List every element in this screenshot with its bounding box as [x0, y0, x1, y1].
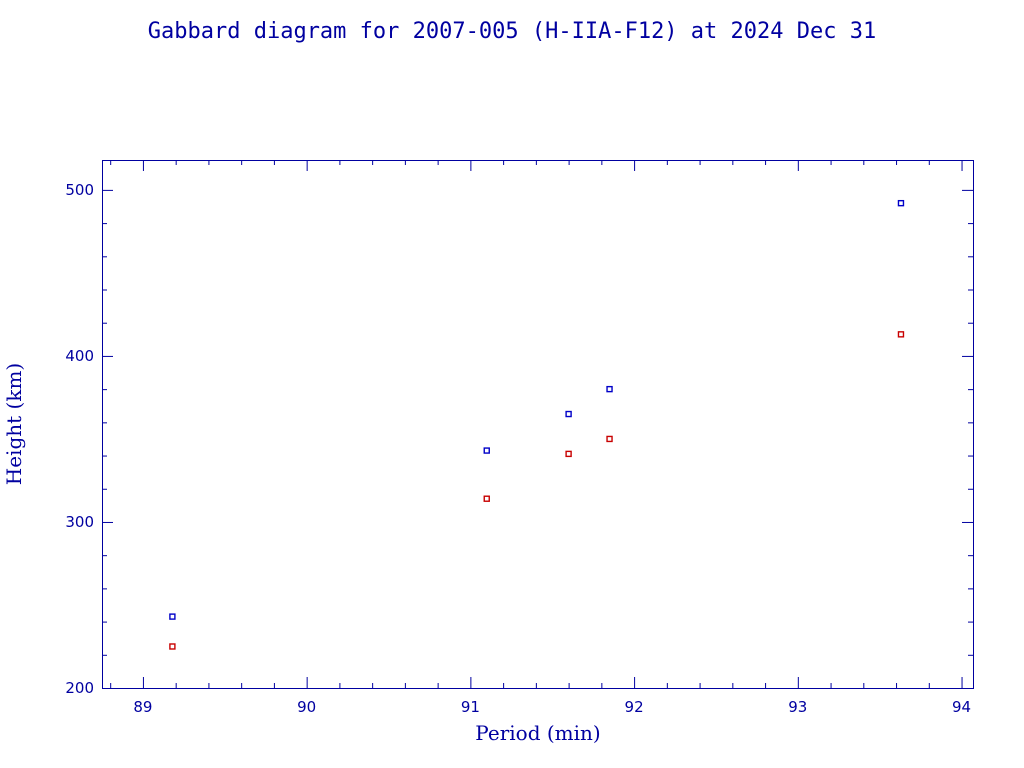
x-tick-label: 91: [461, 698, 480, 716]
apogee-point: [483, 447, 490, 454]
perigee-point: [483, 495, 490, 502]
apogee-point: [897, 199, 905, 207]
data-points: [169, 199, 905, 650]
y-tick-label: 500: [65, 181, 94, 199]
axis-ticks: [102, 160, 973, 689]
perigee-point: [169, 643, 176, 650]
y-axis-label: Height (km): [2, 363, 26, 485]
x-tick-label: 90: [297, 698, 316, 716]
axis-tick-labels: 89 90 91 92 93 94 200 300 400 500: [65, 181, 971, 716]
chart-title: Gabbard diagram for 2007-005 (H-IIA-F12)…: [148, 19, 876, 44]
y-tick-label: 300: [65, 513, 94, 531]
apogee-point: [606, 385, 613, 393]
x-axis-label: Period (min): [475, 721, 600, 745]
plot-frame: [102, 160, 974, 689]
perigee-point: [565, 450, 572, 458]
y-tick-label: 200: [65, 679, 94, 697]
y-tick-label: 400: [65, 347, 94, 365]
perigee-point: [606, 435, 613, 443]
perigee-point: [897, 331, 905, 338]
x-tick-label: 93: [788, 698, 807, 716]
x-tick-label: 89: [133, 698, 152, 716]
x-tick-label: 92: [625, 698, 644, 716]
x-tick-label: 94: [952, 698, 971, 716]
apogee-point: [565, 410, 572, 418]
apogee-point: [169, 613, 176, 620]
